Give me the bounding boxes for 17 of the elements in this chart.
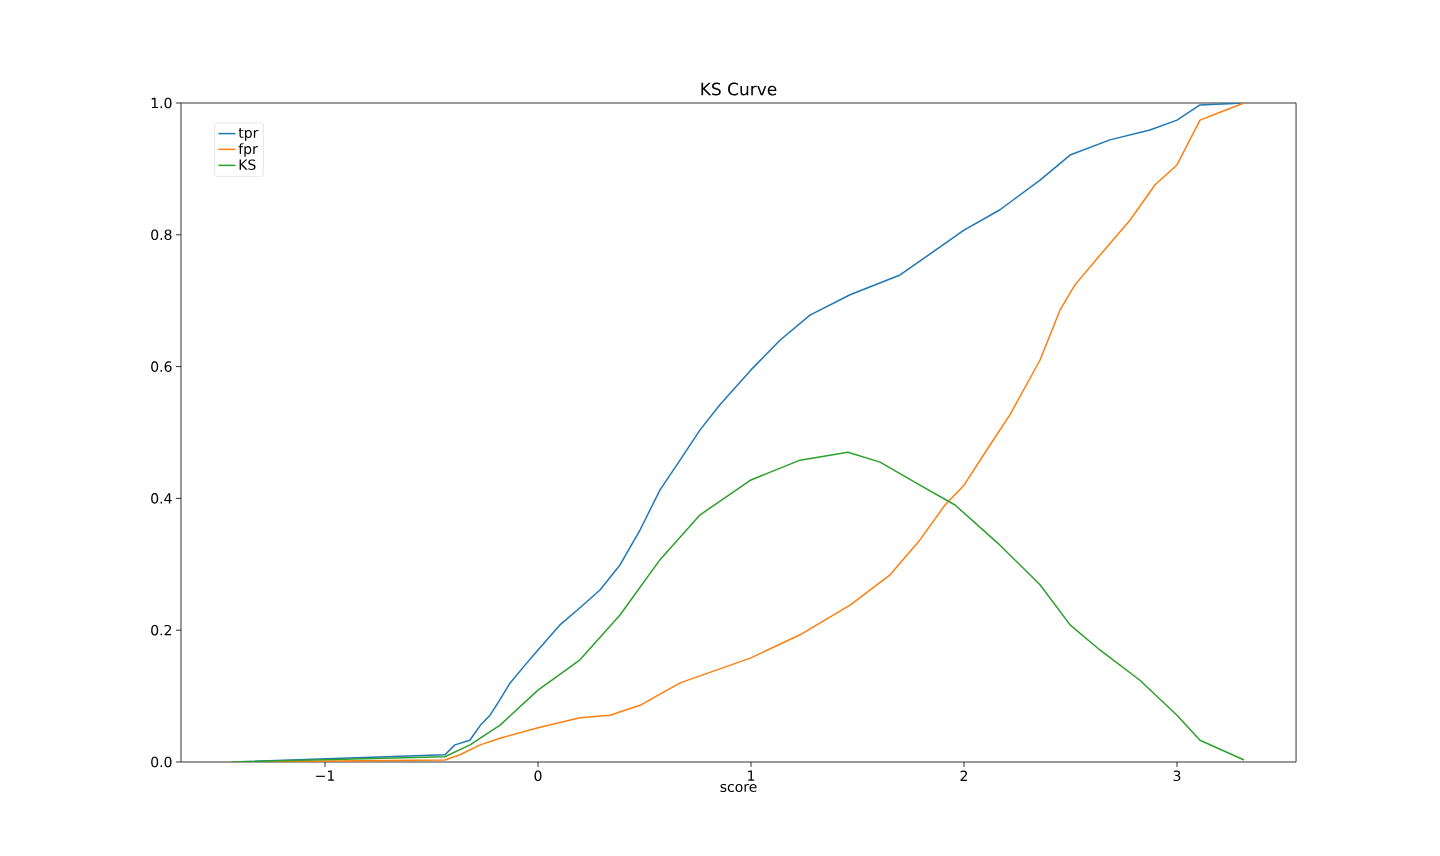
- y-tick-label: 0.8: [151, 229, 172, 241]
- x-tick-label: 3: [1173, 770, 1181, 782]
- y-tick-label: 0.2: [151, 624, 172, 636]
- x-tick-label: 0: [534, 770, 542, 782]
- legend-label: tpr: [238, 127, 259, 141]
- y-tick-label: 0.0: [151, 756, 172, 768]
- y-tick-label: 0.6: [151, 361, 172, 372]
- line-series: [230, 451, 1245, 762]
- x-tick-label: −1: [316, 770, 335, 781]
- y-tick-label: 1.0: [151, 97, 172, 109]
- x-tick-label: 1: [748, 770, 755, 781]
- y-tick-label: 0.4: [151, 493, 172, 504]
- legend-label: fpr: [238, 143, 258, 157]
- legend-label: KS: [239, 159, 256, 171]
- x-axis-title: score: [720, 783, 757, 793]
- chart-title: KS Curve: [701, 82, 777, 96]
- x-tick-label: 2: [960, 770, 968, 781]
